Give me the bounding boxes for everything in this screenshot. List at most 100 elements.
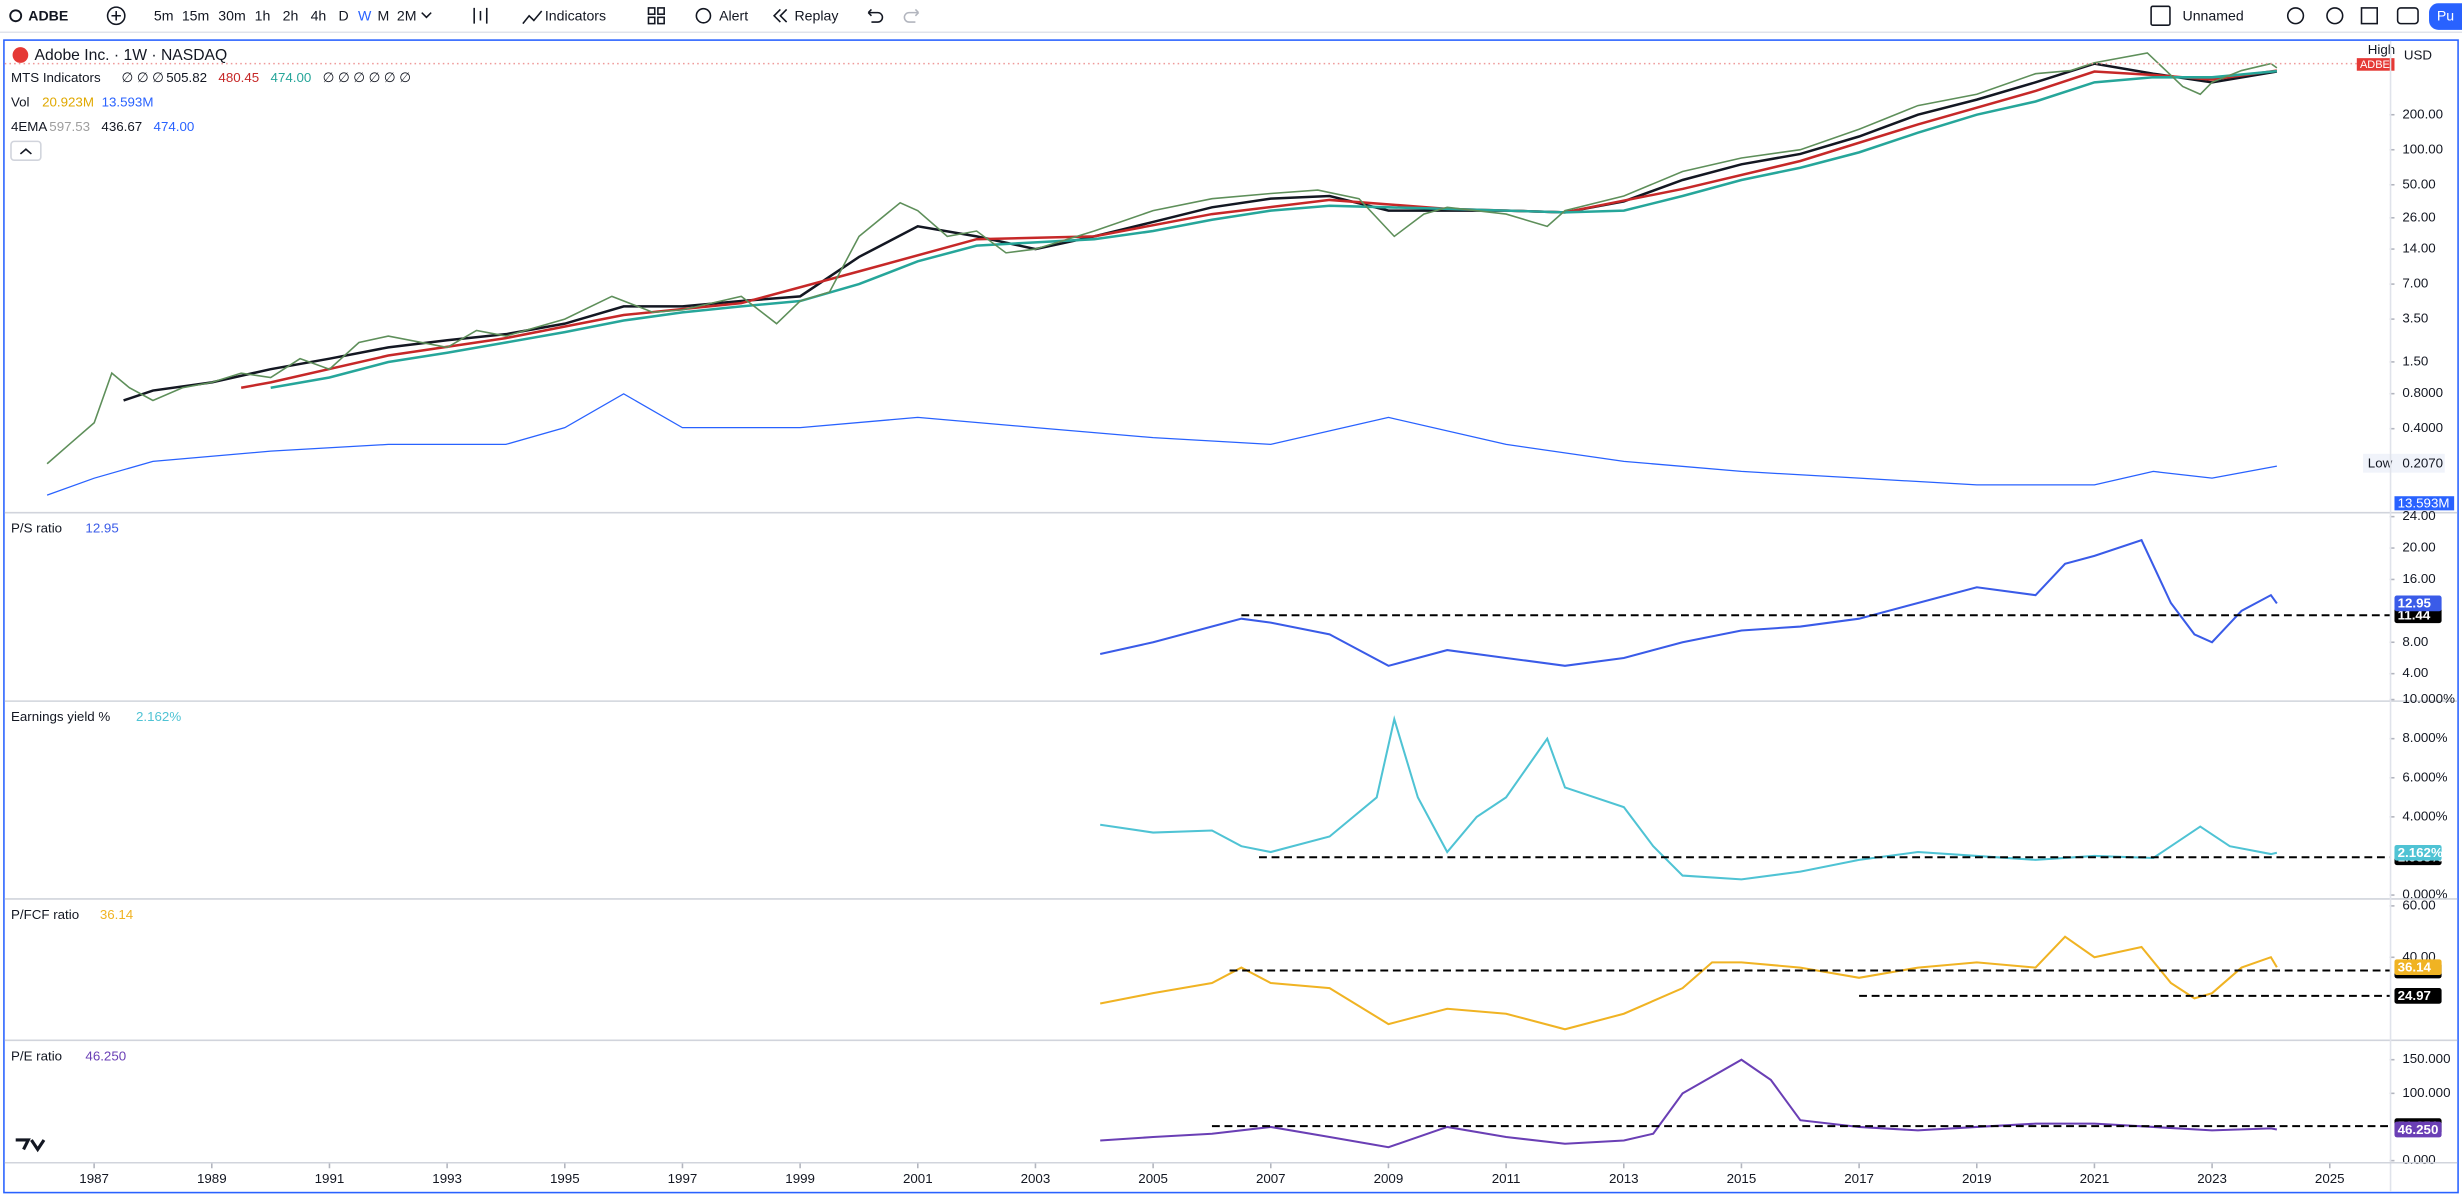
last-value-badge-label: 36.14 <box>2398 960 2432 975</box>
x-tick-label: 1989 <box>197 1171 227 1186</box>
x-tick-label: 2023 <box>2197 1171 2227 1186</box>
pane-title: Earnings yield % <box>11 709 110 724</box>
price-line <box>46 52 2278 465</box>
x-tick-label: 1999 <box>785 1171 815 1186</box>
pane-value: 2.162% <box>136 709 181 724</box>
symbol-badge-label: ADBE <box>2360 59 2390 71</box>
templates-icon[interactable] <box>647 7 656 15</box>
ema-line <box>240 69 2278 389</box>
legend-value: ∅ ∅ ∅ ∅ ∅ ∅ <box>323 70 411 85</box>
settings-button[interactable] <box>2326 7 2344 25</box>
interval-button[interactable]: 4h <box>311 7 327 23</box>
alert-icon <box>695 7 712 24</box>
pane-title: P/E ratio <box>11 1048 62 1063</box>
templates-icon <box>657 16 665 25</box>
collapse-legend[interactable] <box>10 140 42 161</box>
chart-area: 0.4000 0.8000 1.50 3.50 7.00 14.00 26.00 50.00 1… <box>4 40 2458 1192</box>
x-tick-label: 2013 <box>1609 1171 1639 1186</box>
replay-button[interactable]: Replay <box>794 7 839 23</box>
y-tick-label: 100.000 <box>2402 1085 2450 1100</box>
x-tick-label: 2025 <box>2315 1171 2345 1186</box>
last-value-badge-label: 46.250 <box>2398 1122 2439 1137</box>
legend-value: 436.67 <box>101 119 142 134</box>
x-tick-label: 2017 <box>1844 1171 1874 1186</box>
legend-value: ∅ ∅ ∅ <box>122 70 164 85</box>
x-tick-label: 2009 <box>1374 1171 1404 1186</box>
x-tick-label: 2021 <box>2080 1171 2110 1186</box>
x-tick-label: 1997 <box>668 1171 698 1186</box>
compare-button[interactable] <box>106 6 126 26</box>
legend-name: Vol <box>11 94 30 109</box>
layout-icon[interactable] <box>2150 5 2171 26</box>
y-tick-label: 0.8000 <box>2402 385 2443 400</box>
y-tick-label: 0.4000 <box>2402 420 2443 435</box>
indicators-button[interactable]: Indicators <box>545 7 606 23</box>
price-line <box>1100 935 2278 1031</box>
interval-button[interactable]: M <box>377 7 389 23</box>
templates-icon <box>647 16 656 25</box>
layout-name[interactable]: Unnamed <box>2183 7 2244 23</box>
low-label: Low <box>2368 456 2393 471</box>
pane-value: 12.95 <box>85 521 118 536</box>
interval-button[interactable]: 1h <box>255 7 271 23</box>
plus-icon <box>111 11 121 21</box>
symbol[interactable]: ADBE <box>28 7 68 23</box>
price-line <box>1100 1058 2278 1149</box>
last-value-badge <box>2394 844 2442 861</box>
interval-button[interactable]: 5m <box>154 7 174 23</box>
legend-name: MTS Indicators <box>11 70 101 85</box>
legend-value: 474.00 <box>154 119 195 134</box>
quick-search[interactable] <box>2286 7 2305 25</box>
y-tick-label: 8.00 <box>2402 634 2428 649</box>
y-tick-label: 150.000 <box>2402 1051 2450 1066</box>
level-badge-label: 11.44 <box>2398 608 2431 623</box>
interval-menu[interactable] <box>421 12 432 19</box>
y-tick-label: 10.000% <box>2402 691 2455 706</box>
legend-value: 480.45 <box>218 70 259 85</box>
y-tick-label: 16.00 <box>2402 571 2435 586</box>
interval-button[interactable]: W <box>358 7 372 23</box>
interval-button[interactable]: 15m <box>182 7 209 23</box>
x-tick-label: 1995 <box>550 1171 580 1186</box>
search-icon[interactable] <box>9 9 23 23</box>
symbol-logo <box>12 47 29 63</box>
y-tick-label: 26.00 <box>2402 209 2435 224</box>
level-badge <box>2394 607 2442 624</box>
interval-button[interactable]: 2M <box>397 7 417 23</box>
high-label: High <box>2368 42 2395 57</box>
price-line <box>1099 538 2278 667</box>
chart-type-icon[interactable] <box>473 7 488 24</box>
interval-button[interactable]: 30m <box>218 7 245 23</box>
legend-value: 13.593M <box>102 94 154 109</box>
pane-title: P/FCF ratio <box>11 907 79 922</box>
x-tick-label: 2005 <box>1138 1171 1168 1186</box>
y-tick-label: 50.00 <box>2402 176 2435 191</box>
currency: USD <box>2404 47 2432 62</box>
snapshot-button[interactable] <box>2396 7 2419 25</box>
publish-button[interactable] <box>2429 3 2462 30</box>
y-tick-label: 100.00 <box>2402 141 2443 156</box>
ema-line <box>270 69 2277 389</box>
y-tick-label: 14.00 <box>2402 241 2435 256</box>
ema-line <box>123 62 2278 402</box>
interval-button[interactable]: 2h <box>283 7 299 23</box>
last-value-badge-label: 12.95 <box>2398 596 2432 611</box>
legend-value: 20.923M <box>42 94 94 109</box>
chart-title: Adobe Inc. · 1W · NASDAQ <box>35 47 228 64</box>
low-value: 0.2070 <box>2402 456 2443 471</box>
redo-button[interactable] <box>903 8 920 23</box>
y-tick-label: 4.00 <box>2402 665 2428 680</box>
interval-button[interactable]: D <box>339 7 349 23</box>
fullscreen-button[interactable] <box>2360 7 2378 25</box>
y-tick-label: 8.000% <box>2402 730 2447 745</box>
pane-title: P/S ratio <box>11 521 62 536</box>
alert-button[interactable]: Alert <box>719 7 748 23</box>
last-value-badge <box>2394 595 2442 612</box>
level-badge-label: 24.97 <box>2398 988 2431 1003</box>
x-tick-label: 1993 <box>432 1171 462 1186</box>
symbol-badge <box>2356 58 2395 71</box>
last-value-badge-label: 2.162% <box>2398 845 2443 860</box>
undo-button[interactable] <box>867 8 884 23</box>
